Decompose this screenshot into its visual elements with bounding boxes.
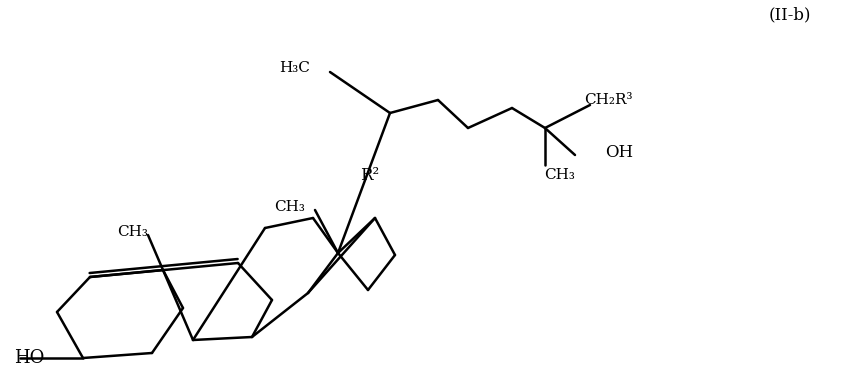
Text: (II-b): (II-b) <box>769 7 811 23</box>
Text: OH: OH <box>605 144 633 161</box>
Text: CH₂R³: CH₂R³ <box>583 93 632 107</box>
Text: CH₃: CH₃ <box>117 225 148 239</box>
Text: HO: HO <box>14 349 45 367</box>
Text: H₃C: H₃C <box>279 61 310 75</box>
Text: R²: R² <box>360 166 379 184</box>
Text: CH₃: CH₃ <box>274 200 305 214</box>
Text: CH₃: CH₃ <box>545 168 576 182</box>
